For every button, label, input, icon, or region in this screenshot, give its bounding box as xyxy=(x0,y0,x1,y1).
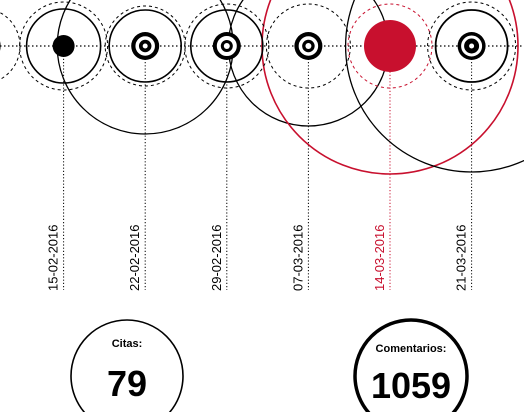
date-mark xyxy=(347,3,433,89)
mark-dashed-ring xyxy=(347,3,433,89)
large-ring xyxy=(261,0,519,175)
mark-inner-ring xyxy=(135,36,155,56)
mark-outer-ring xyxy=(108,9,182,83)
mark-inner-ring xyxy=(216,36,237,56)
large-ring xyxy=(344,0,524,173)
date-label: 29-02-2016 xyxy=(209,225,224,291)
stat-citas: Citas: 79 xyxy=(70,319,184,412)
stat-comentarios-circle xyxy=(353,318,469,412)
mark-dashed-ring xyxy=(104,5,186,87)
mark-dashed-ring xyxy=(427,1,517,91)
date-mark xyxy=(427,1,517,91)
stat-citas-label: Citas: xyxy=(112,338,143,350)
date-label: 15-02-2016 xyxy=(46,225,61,292)
date-mark xyxy=(184,3,270,89)
stat-citas-circle xyxy=(70,319,184,412)
mark-inner-ring xyxy=(461,35,483,57)
stat-comentarios-label: Comentarios: xyxy=(376,343,447,355)
mark-center xyxy=(469,43,475,49)
date-mark xyxy=(265,3,351,89)
date-label: 22-02-2016 xyxy=(127,225,142,292)
mark-outer-ring xyxy=(25,8,102,84)
date-label: 14-03-2016 xyxy=(372,225,387,292)
mark-center xyxy=(223,43,230,49)
stat-comentarios: Comentarios: 1059 xyxy=(353,318,469,412)
stat-comentarios-value: 1059 xyxy=(371,365,451,406)
mark-dashed-ring xyxy=(19,1,109,91)
stat-citas-value: 79 xyxy=(107,363,147,404)
mark-dashed-ring xyxy=(265,3,351,89)
timeline-axis-layer xyxy=(0,45,524,290)
date-label: 07-03-2016 xyxy=(290,225,305,292)
date-label: 21-03-2016 xyxy=(454,225,469,291)
mark-outer-ring xyxy=(190,9,264,83)
mark-outer-ring xyxy=(434,9,509,83)
mark-dashed-ring xyxy=(184,3,270,89)
large-ring-layer xyxy=(56,0,524,175)
date-mark xyxy=(104,5,186,87)
mark-center xyxy=(142,43,148,49)
date-label-layer: 15-02-2016 22-02-2016 29-02-2016 07-03-2016… xyxy=(46,225,469,292)
mark-inner-ring xyxy=(298,36,319,56)
date-mark xyxy=(19,1,109,91)
mark-core xyxy=(52,35,75,57)
data-mark-layer xyxy=(0,1,517,91)
mark-center xyxy=(305,43,312,49)
mark-filled-circle xyxy=(364,20,416,72)
